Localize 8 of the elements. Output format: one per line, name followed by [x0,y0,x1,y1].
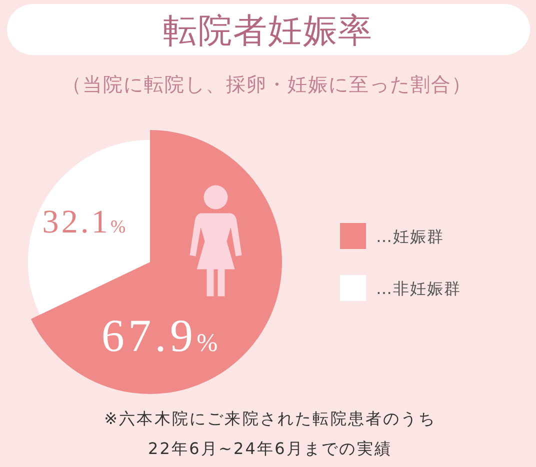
data-label: 67.9% [101,310,222,362]
legend-label: …非妊娠群 [376,279,461,298]
legend-label: …妊娠群 [376,227,444,246]
data-label: 32.1% [42,204,128,241]
chart-subtitle: （当院に転院し、採卵・妊娠に至った割合） [62,74,472,96]
text: 22年6月~24年6月までの実績 [148,439,392,458]
chart-title: 転院者妊娠率 [163,13,373,50]
text: ※六本木院にご来院された転院患者のうち [104,409,436,428]
